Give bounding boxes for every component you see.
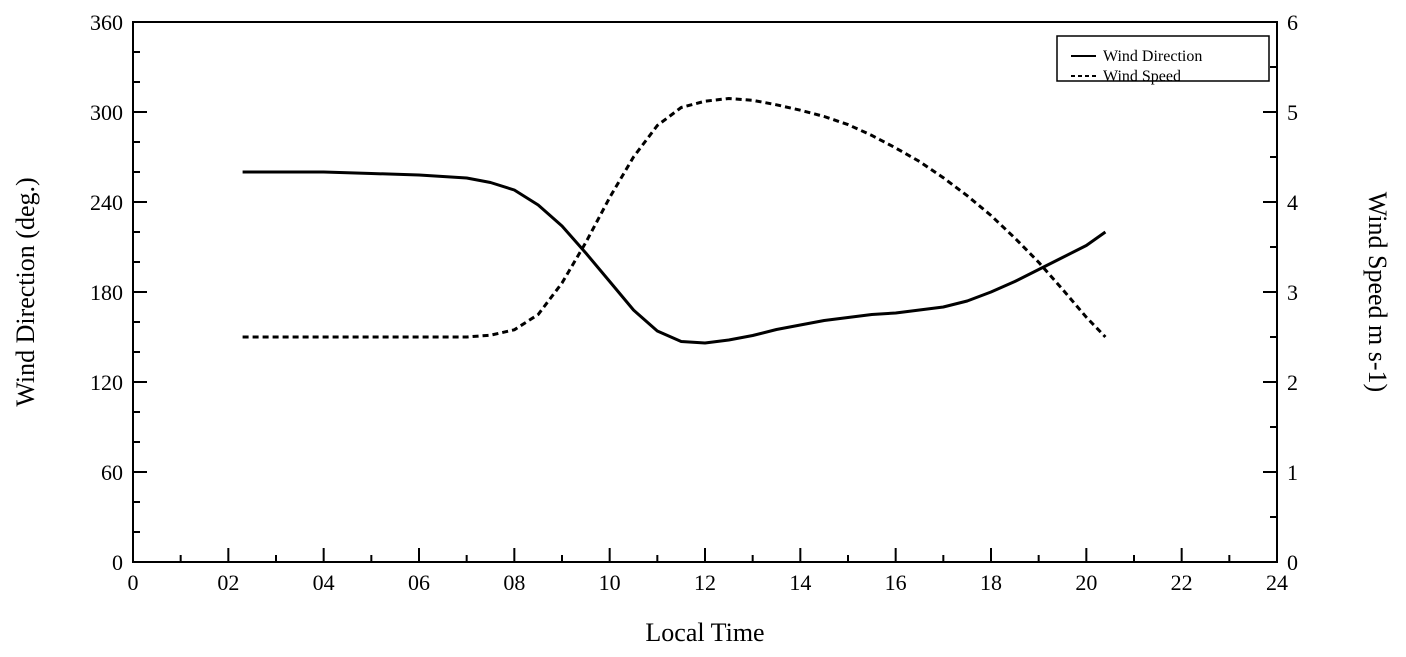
y-left-tick-label: 180 (90, 280, 123, 305)
y-right-tick-label: 6 (1287, 10, 1298, 35)
y-left-tick-label: 120 (90, 370, 123, 395)
plot-frame (132, 21, 1278, 563)
x-tick-label: 02 (217, 570, 239, 595)
x-tick-label: 08 (503, 570, 525, 595)
x-tick-label: 16 (885, 570, 907, 595)
x-tick-label: 20 (1075, 570, 1097, 595)
x-tick-label: 18 (980, 570, 1002, 595)
x-tick-label: 24 (1266, 570, 1288, 595)
series-line-wind-speed (242, 97, 1107, 339)
x-tick-label: 04 (313, 570, 335, 595)
y-axis-left-title: Wind Direction (deg.) (11, 177, 40, 406)
legend-label-wind-speed: Wind Speed (1103, 68, 1181, 85)
x-tick-label: 22 (1171, 570, 1193, 595)
legend-label-wind-direction: Wind Direction (1103, 48, 1202, 65)
y-left-tick-label: 360 (90, 10, 123, 35)
y-right-tick-label: 5 (1287, 100, 1298, 125)
axis-ticks (132, 21, 1278, 563)
y-right-tick-label: 1 (1287, 460, 1298, 485)
y-right-tick-label: 2 (1287, 370, 1298, 395)
x-tick-label: 10 (599, 570, 621, 595)
legend-box (1056, 35, 1270, 82)
y-left-tick-label: 300 (90, 100, 123, 125)
y-right-tick-label: 3 (1287, 280, 1298, 305)
y-right-tick-label: 0 (1287, 550, 1298, 575)
tick-labels: 0 02 04 06 08 10 12 14 16 18 20 22 24060120180240300… (90, 10, 1298, 595)
y-left-tick-label: 240 (90, 190, 123, 215)
y-axis-right-title: Wind Speed m s-1) (1363, 192, 1392, 392)
x-tick-label: 12 (694, 570, 716, 595)
y-left-tick-label: 0 (112, 550, 123, 575)
x-tick-label: 0 (128, 570, 139, 595)
legend: Wind Direction Wind Speed (1056, 35, 1270, 85)
x-tick-label: 06 (408, 570, 430, 595)
series-lines (242, 97, 1107, 345)
x-axis-title: Local Time (645, 618, 764, 647)
series-line-wind-direction (242, 170, 1107, 345)
x-tick-label: 14 (789, 570, 811, 595)
y-left-tick-label: 60 (101, 460, 123, 485)
y-right-tick-label: 4 (1287, 190, 1298, 215)
